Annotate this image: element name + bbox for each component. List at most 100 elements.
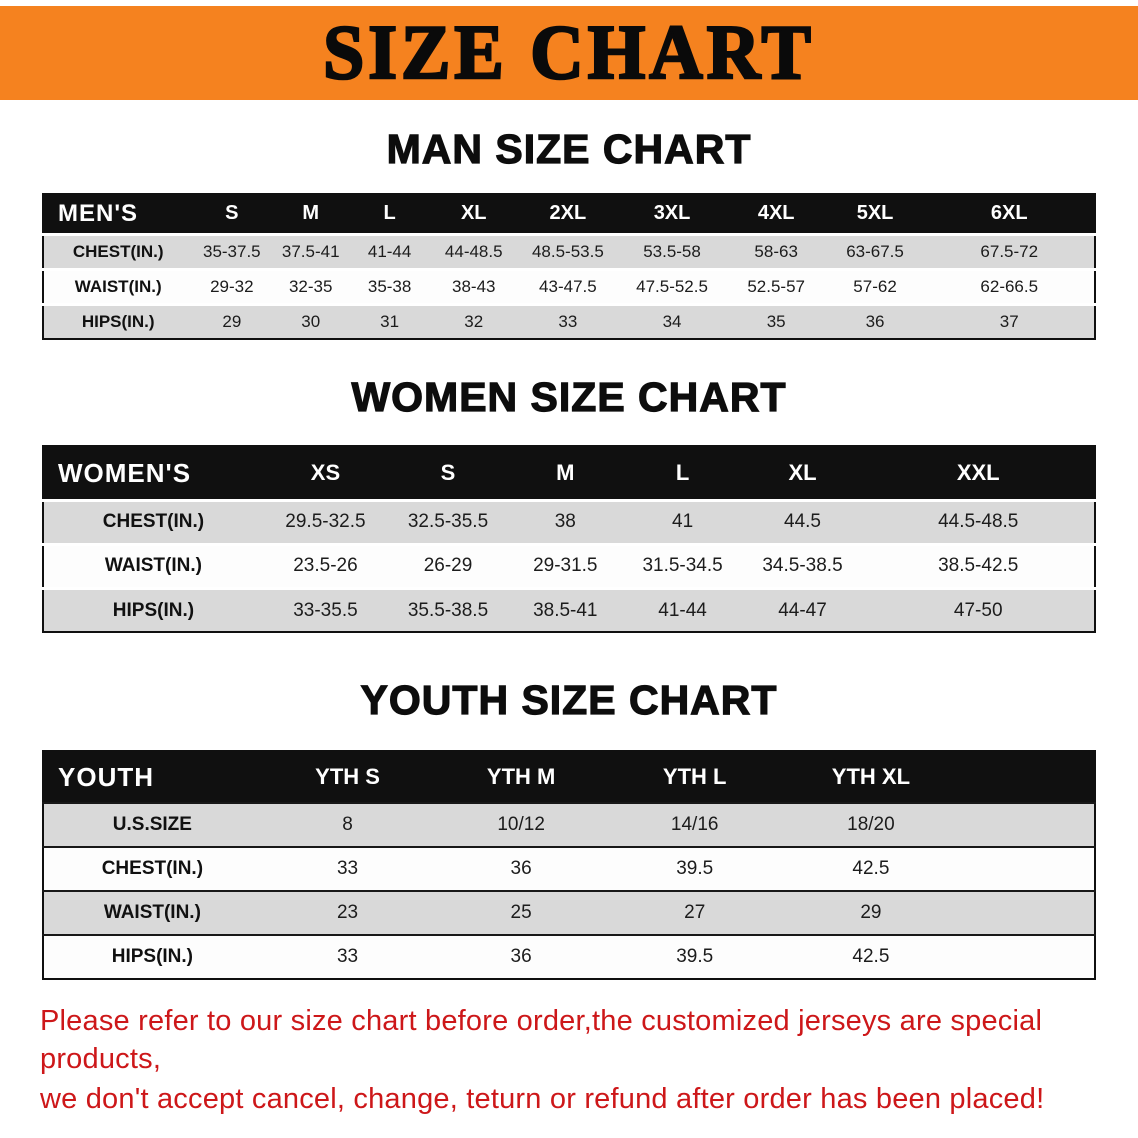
size-value-cell: 41-44 bbox=[367, 241, 412, 261]
size-chart-banner: SIZE CHART bbox=[0, 6, 1138, 100]
size-value-cell: 41 bbox=[672, 511, 694, 533]
size-value-cell: 35 bbox=[766, 311, 786, 331]
table-corner-label: YOUTH bbox=[58, 761, 154, 792]
content: MAN SIZE CHART MEN'S S M L XL 2XL 3XL 4XL 5XL 6XL… bbox=[0, 125, 1138, 981]
men-section-heading: MAN SIZE CHART bbox=[386, 125, 752, 172]
size-value-cell: 33-35.5 bbox=[293, 599, 358, 621]
row-label: HIPS(IN.) bbox=[112, 599, 195, 621]
column-header: YTH M bbox=[486, 764, 556, 790]
row-label: HIPS(IN.) bbox=[81, 311, 155, 331]
column-header: 3XL bbox=[653, 202, 691, 225]
size-value-cell: 36 bbox=[510, 858, 532, 880]
size-value-cell: 32 bbox=[464, 311, 484, 331]
size-value-cell: 58-63 bbox=[754, 241, 798, 261]
size-value-cell: 31.5-34.5 bbox=[642, 555, 723, 577]
size-value-cell: 38.5-42.5 bbox=[938, 555, 1019, 577]
banner-title: SIZE CHART bbox=[322, 10, 815, 96]
table-row: CHEST(IN.) 35-37.5 37.5-41 41-44 44-48.5 48.5… bbox=[43, 234, 1095, 270]
size-value-cell: 38 bbox=[554, 511, 576, 533]
note-line-2: we don't accept cancel, change, teturn o… bbox=[40, 1083, 1045, 1116]
table-row: CHEST(IN.) 33 36 39.5 42.5 bbox=[43, 847, 1095, 892]
spacer-cell bbox=[960, 803, 1095, 848]
spacer-cell bbox=[960, 751, 1095, 804]
column-header: M bbox=[556, 460, 575, 486]
size-value-cell: 34 bbox=[662, 311, 682, 331]
youth-size-section: YOUTH SIZE CHART YOUTH YTH S YTH M YTH L YTH… bbox=[42, 677, 1096, 981]
column-header: XS bbox=[310, 460, 341, 486]
size-value-cell: 23.5-26 bbox=[293, 555, 358, 577]
table-corner-label: MEN'S bbox=[58, 199, 139, 227]
row-label: WAIST(IN.) bbox=[104, 555, 202, 577]
size-value-cell: 32.5-35.5 bbox=[407, 511, 489, 533]
spacer-cell bbox=[960, 935, 1095, 980]
size-value-cell: 38-43 bbox=[452, 276, 496, 296]
size-value-cell: 31 bbox=[380, 311, 400, 331]
size-value-cell: 8 bbox=[342, 814, 353, 836]
men-size-section: MAN SIZE CHART MEN'S S M L XL 2XL 3XL 4XL 5XL 6XL… bbox=[42, 125, 1096, 341]
table-corner-label: WOMEN'S bbox=[58, 457, 192, 488]
size-chart-page: SIZE CHART MAN SIZE CHART MEN'S S M L XL 2XL 3… bbox=[0, 6, 1138, 1118]
table-row: WAIST(IN.) 23.5-26 26-29 29-31.5 31.5-34.5 34… bbox=[43, 544, 1095, 589]
size-value-cell: 30 bbox=[301, 311, 321, 331]
women-size-section: WOMEN SIZE CHART WOMEN'S XS S M L XL XXL CHEST(… bbox=[42, 374, 1096, 634]
size-value-cell: 41-44 bbox=[658, 599, 707, 621]
size-value-cell: 29.5-32.5 bbox=[285, 511, 366, 533]
row-label: WAIST(IN.) bbox=[103, 902, 201, 924]
column-header: M bbox=[302, 202, 320, 225]
size-value-cell: 33 bbox=[336, 858, 359, 880]
youth-section-heading: YOUTH SIZE CHART bbox=[360, 677, 778, 724]
size-value-cell: 47.5-52.5 bbox=[636, 276, 708, 296]
column-header: L bbox=[675, 460, 690, 486]
table-header-row: WOMEN'S XS S M L XL XXL bbox=[43, 446, 1095, 501]
size-value-cell: 35-38 bbox=[367, 276, 412, 296]
size-value-cell: 44-47 bbox=[778, 599, 827, 621]
table-row: WAIST(IN.) 23 25 27 29 bbox=[43, 891, 1095, 936]
size-value-cell: 33 bbox=[336, 946, 359, 968]
size-value-cell: 32-35 bbox=[288, 276, 333, 296]
spacer-cell bbox=[960, 847, 1095, 892]
size-value-cell: 37.5-41 bbox=[281, 241, 340, 261]
spacer-cell bbox=[960, 891, 1095, 936]
size-value-cell: 29-32 bbox=[210, 276, 254, 296]
row-label: U.S.SIZE bbox=[112, 814, 192, 836]
size-value-cell: 35-37.5 bbox=[202, 241, 261, 261]
size-value-cell: 26-29 bbox=[423, 555, 473, 577]
size-value-cell: 62-66.5 bbox=[980, 276, 1039, 296]
column-header: YTH L bbox=[662, 764, 727, 790]
women-section-heading: WOMEN SIZE CHART bbox=[351, 374, 787, 421]
size-value-cell: 37 bbox=[999, 311, 1019, 331]
youth-size-table: YOUTH YTH S YTH M YTH L YTH XL U.S.SIZE 8 10/12… bbox=[42, 750, 1096, 981]
size-value-cell: 36 bbox=[510, 946, 532, 968]
table-row: HIPS(IN.) 33-35.5 35.5-38.5 38.5-41 41-44 44-… bbox=[43, 588, 1095, 633]
note-line-1: Please refer to our size chart before or… bbox=[40, 1005, 1043, 1076]
size-value-cell: 39.5 bbox=[676, 946, 714, 968]
row-label: CHEST(IN.) bbox=[101, 858, 204, 880]
row-label: WAIST(IN.) bbox=[74, 276, 162, 296]
size-value-cell: 34.5-38.5 bbox=[762, 555, 843, 577]
size-value-cell: 27 bbox=[684, 902, 706, 924]
size-value-cell: 10/12 bbox=[497, 814, 545, 836]
column-header: YTH S bbox=[315, 764, 380, 790]
column-header: 4XL bbox=[757, 202, 795, 225]
column-header: XL bbox=[460, 202, 487, 225]
table-row: U.S.SIZE 8 10/12 14/16 18/20 bbox=[43, 803, 1095, 848]
size-value-cell: 52.5-57 bbox=[747, 276, 805, 296]
size-value-cell: 44.5-48.5 bbox=[938, 511, 1019, 533]
size-value-cell: 35.5-38.5 bbox=[407, 599, 489, 621]
column-header: S bbox=[440, 460, 456, 486]
size-value-cell: 53.5-58 bbox=[643, 241, 701, 261]
size-value-cell: 33 bbox=[558, 311, 578, 331]
table-row: HIPS(IN.) 33 36 39.5 42.5 bbox=[43, 935, 1095, 980]
size-value-cell: 25 bbox=[510, 902, 532, 924]
size-value-cell: 14/16 bbox=[670, 814, 719, 836]
table-row: WAIST(IN.) 29-32 32-35 35-38 38-43 43-47.5 47.… bbox=[43, 269, 1095, 305]
column-header: 2XL bbox=[549, 202, 587, 225]
column-header: S bbox=[225, 202, 239, 225]
men-size-table: MEN'S S M L XL 2XL 3XL 4XL 5XL 6XL CHEST(IN.) 35-37… bbox=[42, 193, 1096, 341]
row-label: CHEST(IN.) bbox=[72, 241, 164, 261]
size-value-cell: 42.5 bbox=[852, 858, 890, 880]
size-value-cell: 23 bbox=[336, 902, 359, 924]
size-value-cell: 38.5-41 bbox=[533, 599, 598, 621]
size-value-cell: 44.5 bbox=[784, 511, 821, 533]
size-value-cell: 18/20 bbox=[847, 814, 895, 836]
